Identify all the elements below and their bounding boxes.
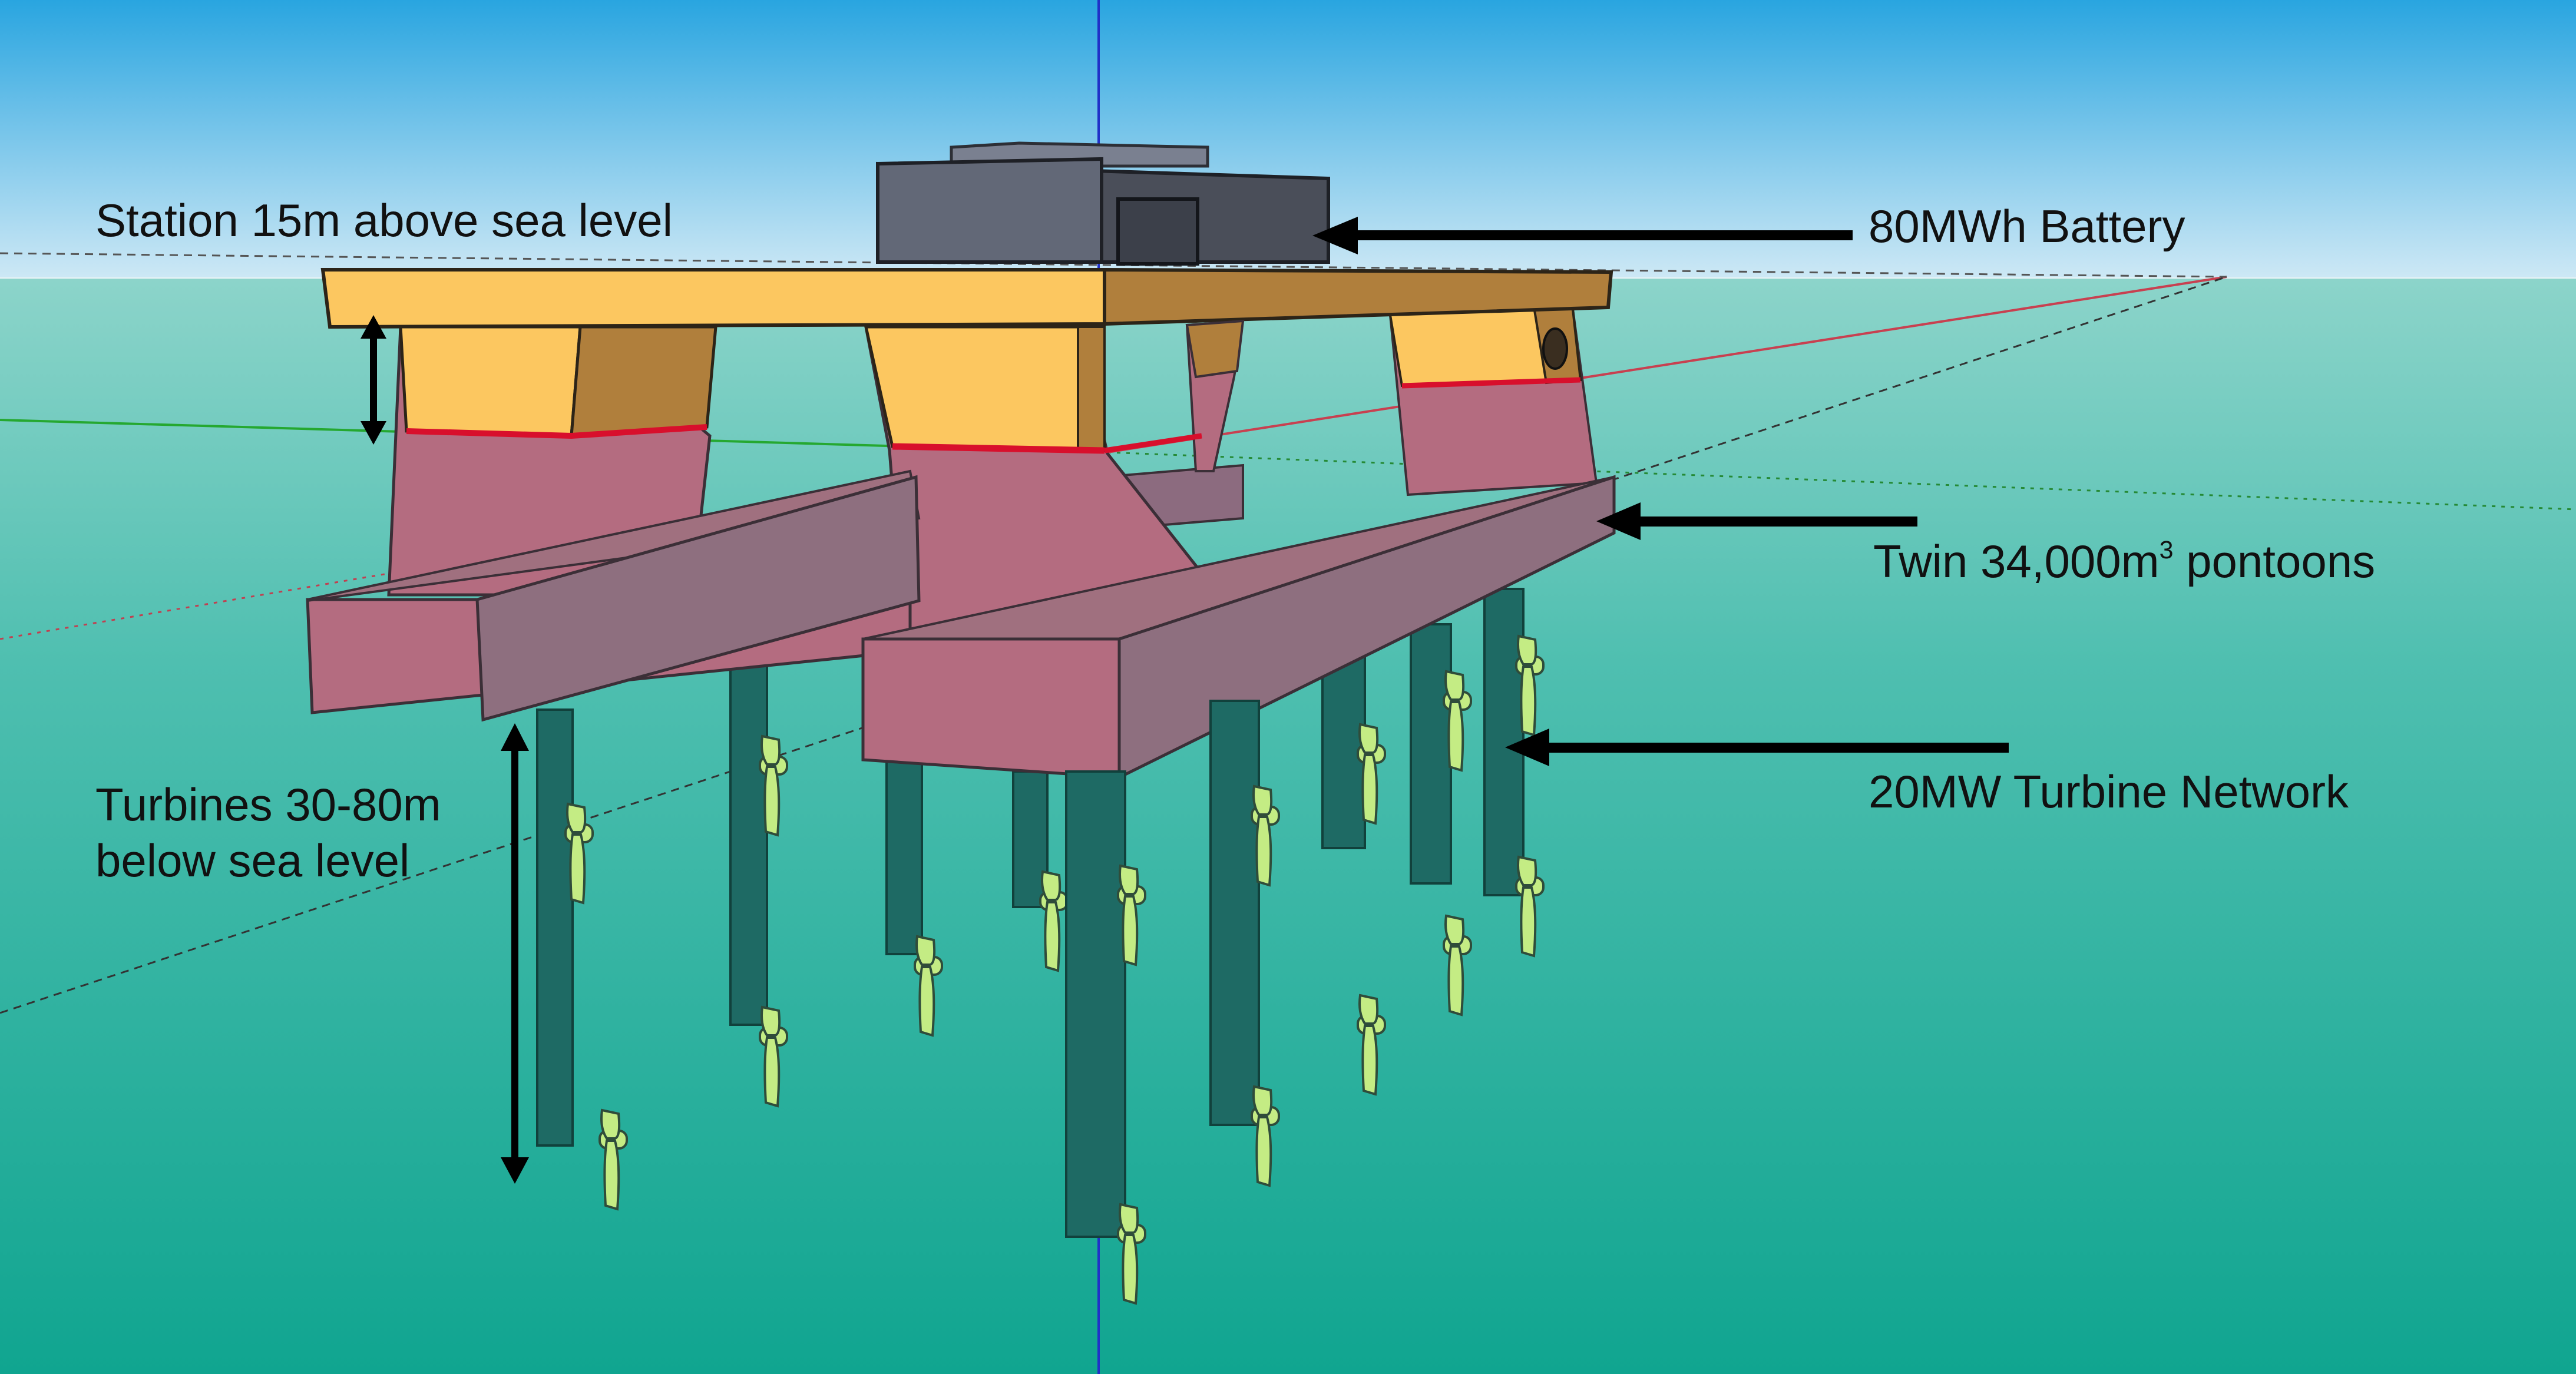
battery-label: 80MWh Battery <box>1869 200 2185 252</box>
turbine-network <box>729 588 1545 1107</box>
pontoons-label-prefix: Twin 34,000m <box>1873 535 2160 587</box>
arrow-left-icon <box>1505 729 2009 766</box>
pontoons <box>306 469 1616 780</box>
battery-block <box>876 141 1330 266</box>
perspective-guide-2 <box>0 276 2227 1014</box>
station-height-label: Station 15m above sea level <box>95 194 673 246</box>
legs <box>387 307 1598 638</box>
turbine-network-front <box>536 700 1280 1305</box>
pontoons-label-suffix: pontoons <box>2173 535 2376 587</box>
red-axis-line <box>1107 276 2227 453</box>
pontoons-label: Twin 34,000m3 pontoons <box>1873 534 2375 588</box>
perspective-guide-1 <box>0 252 2227 278</box>
turbine-depth-label-line2: below sea level <box>95 835 410 886</box>
arrow-left-icon <box>1596 502 1917 540</box>
double-arrow-icon <box>361 315 386 445</box>
pontoons-label-superscript: 3 <box>2159 535 2174 564</box>
deck-platform <box>320 267 1613 329</box>
turbine-network-label: 20MW Turbine Network <box>1869 766 2349 817</box>
turbine-depth-label-line1: Turbines 30-80m <box>95 779 441 830</box>
double-arrow-icon <box>501 723 529 1184</box>
arrow-left-icon <box>1312 217 1853 254</box>
